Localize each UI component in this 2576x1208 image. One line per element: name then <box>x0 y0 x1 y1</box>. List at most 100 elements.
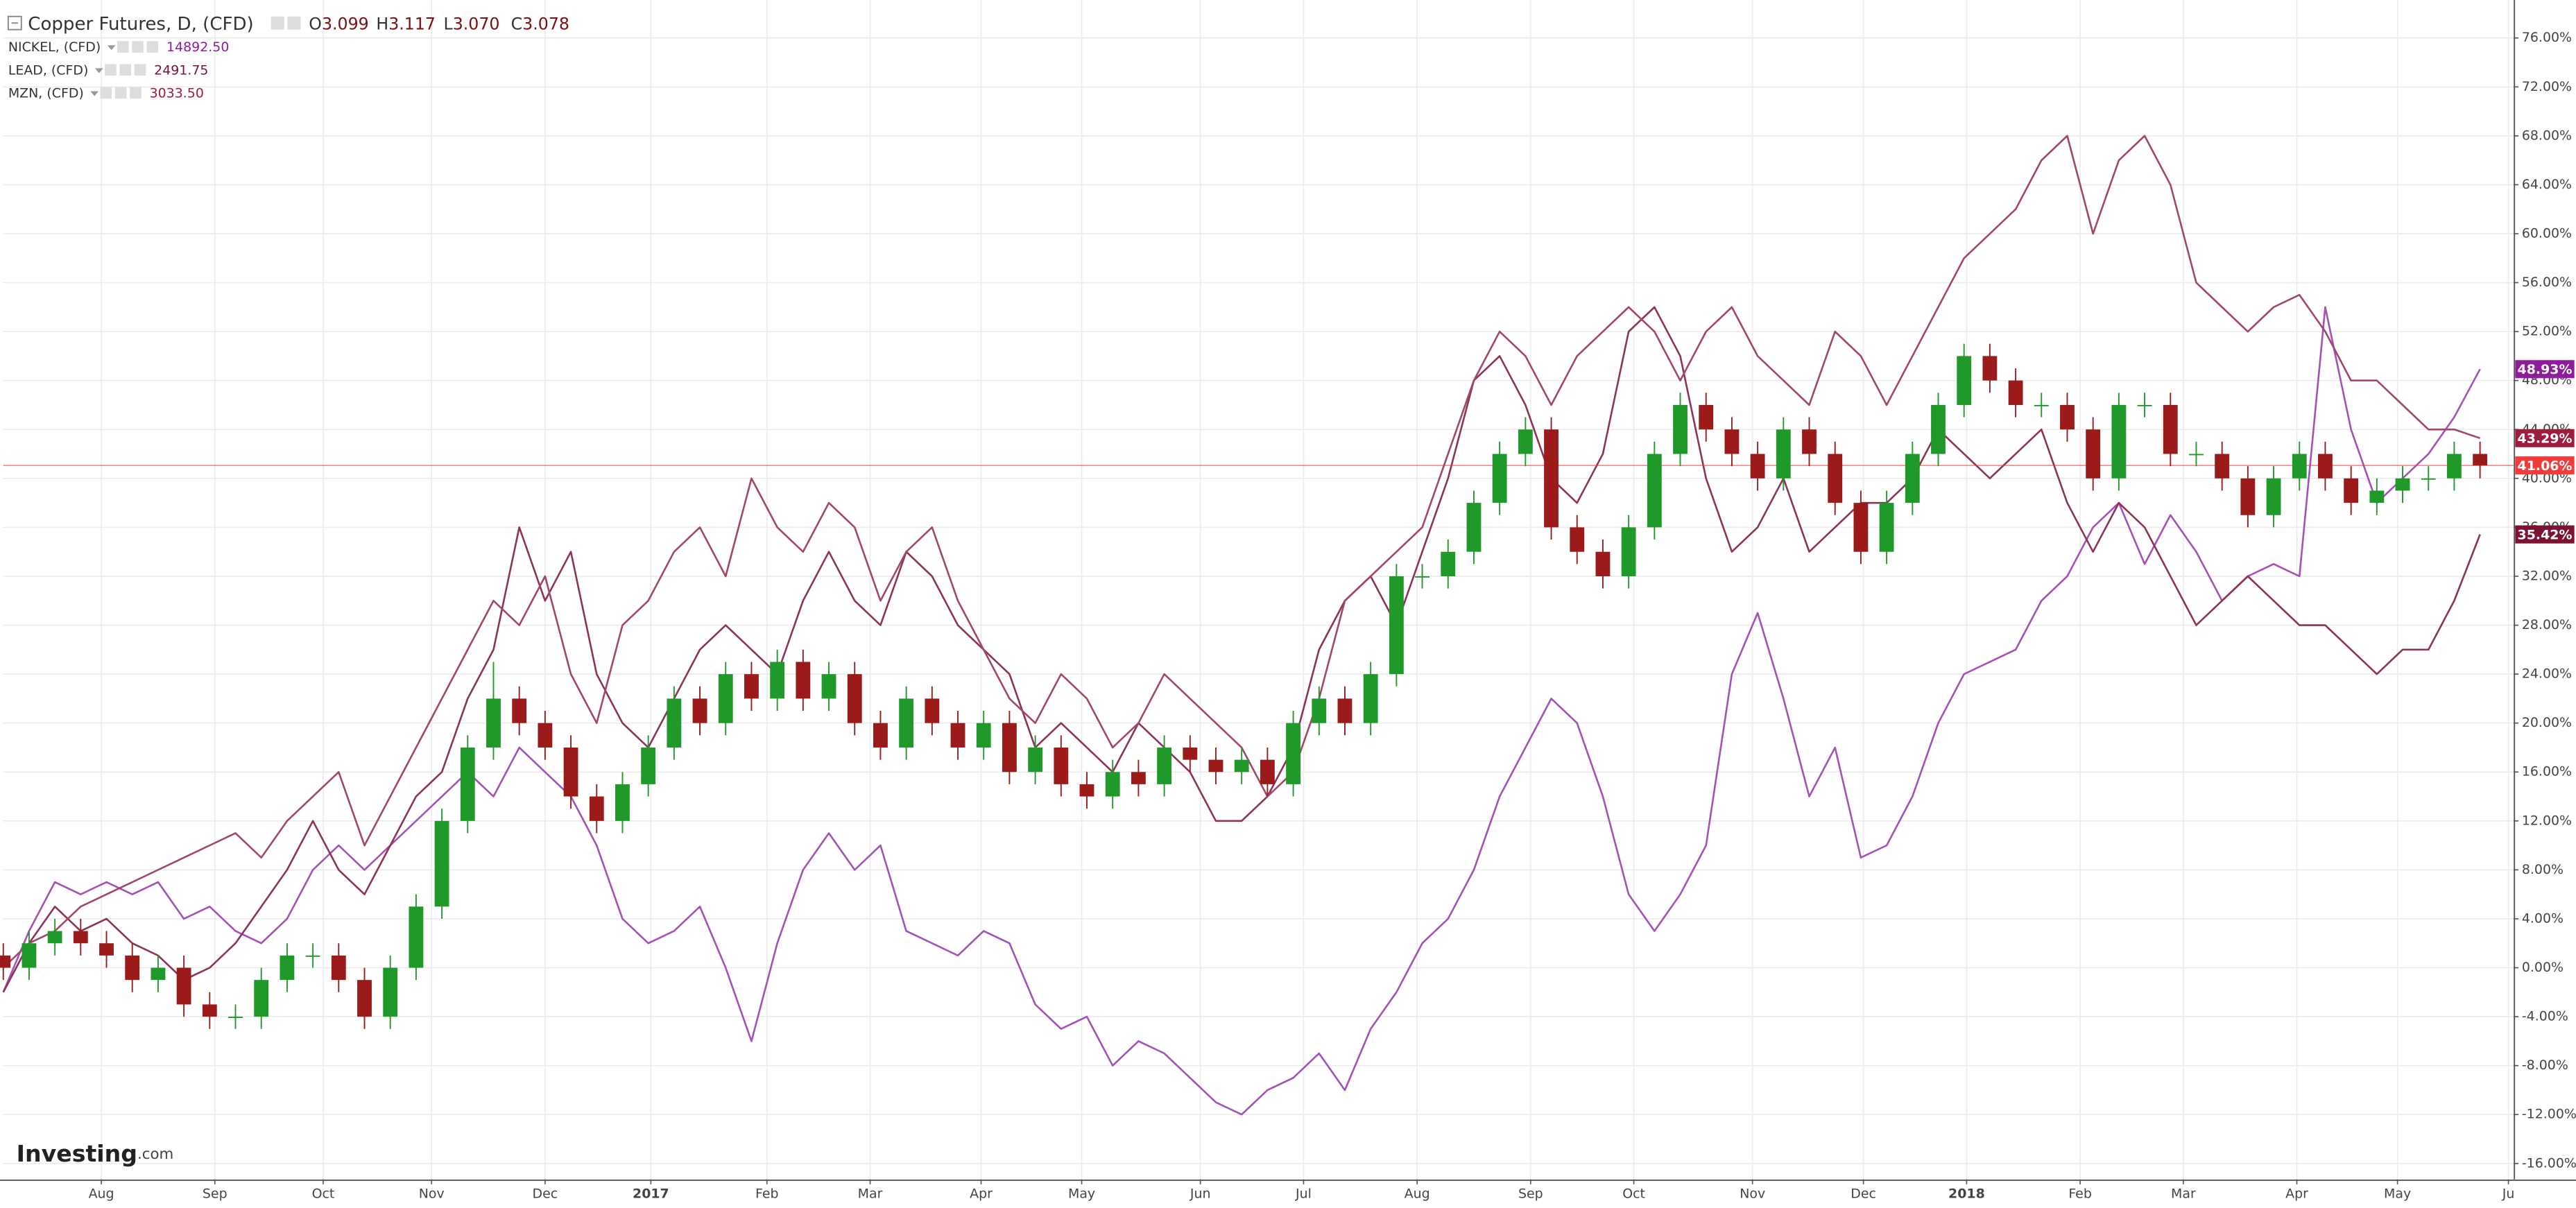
x-tick-label: Mar <box>2171 1187 2196 1202</box>
candle-body <box>2111 405 2127 478</box>
legend: Copper Futures, D, (CFD) O3.099 H3.117 L3.0… <box>7 14 569 101</box>
legend-icon[interactable] <box>100 87 112 99</box>
candle-body <box>2008 380 2023 406</box>
candle-body <box>2034 405 2049 406</box>
candle-body <box>847 674 862 723</box>
candle-body <box>1518 429 1533 454</box>
collapse-icon[interactable] <box>7 15 22 31</box>
legend-icon[interactable] <box>130 87 141 99</box>
legend-icon[interactable] <box>146 41 159 53</box>
candle-body <box>1208 759 1223 773</box>
candle-body <box>202 1004 217 1017</box>
y-tick-label: 76.00% <box>2522 30 2572 45</box>
legend-ohlc: O3.099 <box>309 14 368 33</box>
x-tick-label: Aug <box>1405 1187 1430 1202</box>
candle-body <box>563 747 578 797</box>
legend-ohlc-value: 3.078 <box>522 14 569 33</box>
candle-body <box>1441 551 1456 576</box>
x-tick-label: Mar <box>858 1187 883 1202</box>
candle-body <box>2473 454 2488 466</box>
legend-ohlc-value: 3.099 <box>322 14 369 33</box>
candle-body <box>1105 772 1120 797</box>
legend-ohlc: C3.078 <box>511 14 569 33</box>
x-tick-label: May <box>2384 1187 2411 1202</box>
legend-icon[interactable] <box>132 41 144 53</box>
legend-icon[interactable] <box>105 64 117 76</box>
last-value-box <box>2515 525 2575 544</box>
candle-body <box>950 723 965 748</box>
x-tick-label: Sep <box>1518 1187 1543 1202</box>
x-tick-label: Aug <box>89 1187 114 1202</box>
x-tick-label: Apr <box>970 1187 993 1202</box>
candle-body <box>1931 405 1946 454</box>
x-tick-label: Oct <box>312 1187 335 1202</box>
candle-body <box>2137 405 2152 406</box>
legend-dropdown[interactable] <box>90 91 99 96</box>
candle-body <box>1286 723 1300 784</box>
candle-body <box>434 820 449 907</box>
watermark: Investing.com <box>17 1140 174 1167</box>
y-tick-label: 68.00% <box>2522 128 2572 143</box>
y-tick-label: 16.00% <box>2522 764 2572 779</box>
x-tick-label: Jun <box>1190 1187 1211 1202</box>
y-tick-label: 56.00% <box>2522 275 2572 290</box>
candle-body <box>1879 503 1894 552</box>
last-value-label: 43.29% <box>2518 431 2573 446</box>
candle-body <box>512 698 527 723</box>
y-tick-label: -8.00% <box>2522 1058 2568 1073</box>
legend-dropdown[interactable] <box>94 68 103 74</box>
y-tick-label: 64.00% <box>2522 177 2572 192</box>
last-value-box <box>2515 429 2575 447</box>
legend-icon[interactable] <box>287 16 301 30</box>
candle-body <box>1079 784 1094 797</box>
candle-body <box>1183 747 1198 760</box>
candle-body <box>770 662 785 699</box>
comparison-line <box>2 306 2481 993</box>
grid <box>3 0 2514 1180</box>
y-tick-label: 52.00% <box>2522 324 2572 339</box>
candle-body <box>383 967 398 1017</box>
y-tick-label: 20.00% <box>2522 715 2572 730</box>
candle-body <box>925 698 940 723</box>
x-tick-label: Apr <box>2285 1187 2308 1202</box>
candle-body <box>228 1017 243 1018</box>
x-tick-label: 2018 <box>1948 1187 1985 1202</box>
candle-body <box>2163 405 2178 454</box>
last-value-box <box>2515 456 2575 475</box>
watermark-brand: Investing <box>17 1140 137 1167</box>
candle-body <box>1363 674 1378 723</box>
candle-body <box>873 723 888 748</box>
candle-body <box>2189 454 2204 456</box>
candle-body <box>589 796 604 821</box>
y-tick-label: -16.00% <box>2522 1155 2576 1171</box>
marks <box>0 135 2514 1116</box>
legend-icon[interactable] <box>134 64 146 76</box>
legend-icon[interactable] <box>117 41 129 53</box>
candle-body <box>1002 723 1017 773</box>
candle-body <box>821 674 836 699</box>
legend-icon[interactable] <box>271 16 284 30</box>
legend-ohlc-key: O <box>309 14 322 33</box>
legend-dropdown[interactable] <box>107 45 116 51</box>
legend-icon[interactable] <box>119 64 132 76</box>
candle-body <box>1621 527 1636 576</box>
y-tick-label: 12.00% <box>2522 813 2572 828</box>
legend-series-name: LEAD, (CFD) <box>8 62 89 78</box>
candle-body <box>125 955 140 981</box>
candle-body <box>1853 503 1869 552</box>
candle-body <box>1337 698 1353 723</box>
last-value-label: 35.42% <box>2518 527 2573 542</box>
legend-series-price: 3033.50 <box>150 86 204 101</box>
legend-ohlc-value: 3.070 <box>453 14 500 33</box>
legend-title: Copper Futures, D, (CFD) <box>28 14 253 35</box>
candle-body <box>1234 759 1249 773</box>
legend-ohlc: H3.117 <box>376 14 436 33</box>
candle-body <box>47 931 62 944</box>
y-tick-label: 28.00% <box>2522 617 2572 632</box>
x-tick-label: Sep <box>203 1187 227 1202</box>
candle-body <box>2215 454 2230 478</box>
legend-ohlc-value: 3.117 <box>388 14 436 33</box>
legend-icon[interactable] <box>114 87 127 99</box>
